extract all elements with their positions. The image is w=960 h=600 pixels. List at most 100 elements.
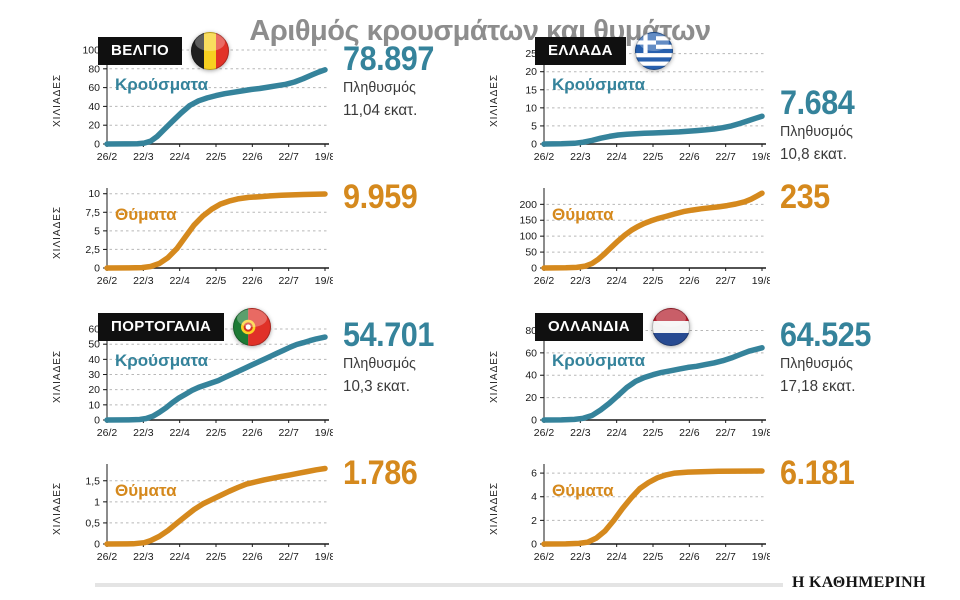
greece-deaths-row: 0 50 100 150 200 26/2 22/3 22/4 22/5 22/6 22/7 19/8… (489, 180, 926, 292)
x-tick-label: 22/3 (133, 151, 154, 163)
series-label: Θύματα (115, 481, 177, 500)
chart-canvas: 0 5 10 15 20 25 26/2 22/3 22/4 22/5 22/6 22/7 19/8 Κρ… (525, 48, 770, 163)
series-label: Κρούσματα (552, 351, 646, 370)
y-tick-label: 2,5 (85, 244, 100, 256)
y-tick-label: 0 (94, 139, 100, 151)
greece-flag-svg (634, 32, 673, 70)
x-tick-label: 22/4 (169, 275, 190, 287)
cases-total-block: 64.525 Πληθυσμός 17,18 εκατ. (780, 318, 926, 397)
deaths-total-block: 1.786 (343, 456, 489, 490)
y-tick-label: 40 (88, 354, 100, 366)
netherlands-deaths-row: ΧΙΛΙΑΔΕΣ 0 2 4 6 26/2 22/3 22/4 22/5 22/6 22/7 19/… (489, 456, 926, 568)
y-tick-label: 60 (88, 82, 100, 94)
cases-total-block: 7.684 Πληθυσμός 10,8 εκατ. (780, 86, 926, 165)
x-tick-label: 26/2 (97, 427, 118, 439)
x-tick-label: 22/3 (570, 151, 591, 163)
x-tick-label: 22/5 (643, 427, 664, 439)
belgium-flag-icon (191, 32, 230, 70)
x-tick-label: 26/2 (534, 551, 555, 563)
y-tick-label: 1 (94, 496, 100, 508)
portugal-flag-svg (233, 308, 272, 346)
chart-canvas: 0 2,5 5 7,5 10 26/2 22/3 22/4 22/5 22/6 22/7 19/8 Θύ… (85, 188, 333, 287)
x-tick-label: 22/7 (715, 151, 736, 163)
netherlands-flag-icon (651, 308, 690, 346)
series-label: Θύματα (552, 481, 614, 500)
cases-total-block: 78.897 Πληθυσμός 11,04 εκατ. (343, 42, 489, 121)
country-header: ΟΛΛΑΝΔΙΑ (535, 308, 690, 346)
x-tick-label: 22/6 (242, 551, 263, 563)
y-tick-label: 30 (88, 369, 100, 381)
netherlands-flag-svg (651, 308, 690, 346)
x-tick-label: 26/2 (534, 275, 555, 287)
population-label: Πληθυσμός (343, 355, 416, 372)
x-tick-label: 22/6 (679, 427, 700, 439)
x-tick-label: 19/8 (315, 151, 333, 163)
y-tick-label: 0 (531, 415, 537, 427)
x-tick-label: 22/5 (206, 427, 227, 439)
cases-total: 54.701 (343, 316, 434, 354)
chart-canvas: 0 0,5 1 1,5 26/2 22/3 22/4 22/5 22/6 22/7 19/8 Θύμα… (85, 464, 333, 563)
series-line (104, 67, 328, 147)
x-tick-label: 22/3 (133, 551, 154, 563)
y-tick-label: 60 (525, 347, 537, 359)
y-tick-label: 2 (531, 515, 537, 527)
country-label: ΠΟΡΤΟΓΑΛΙΑ (98, 313, 225, 341)
x-tick-label: 22/3 (570, 275, 591, 287)
country-label: ΒΕΛΓΙΟ (98, 37, 183, 65)
netherlands-cases-row: ΟΛΛΑΝΔΙΑ ΧΙΛΙΑΔΕΣ 0 20 40 60 80 26/2 22/3 22/4 2… (489, 308, 926, 446)
deaths-total-block: 235 (780, 180, 926, 214)
charts-grid: ΒΕΛΓΙΟ ΧΙΛΙΑΔΕΣ 0 20 40 60 80 100 26/2 22/3 22/4… (52, 32, 926, 568)
x-tick-label: 22/7 (715, 275, 736, 287)
y-tick-label: 80 (525, 325, 537, 337)
x-tick-label: 22/6 (242, 151, 263, 163)
series-line (541, 190, 765, 271)
x-tick-label: 22/6 (679, 275, 700, 287)
x-tick-label: 22/3 (570, 427, 591, 439)
series-line (541, 345, 765, 423)
panel-belgium: ΒΕΛΓΙΟ ΧΙΛΙΑΔΕΣ 0 20 40 60 80 100 26/2 22/3 22/4… (52, 32, 489, 292)
y-tick-label: 0 (94, 263, 100, 275)
x-tick-label: 22/5 (643, 151, 664, 163)
y-tick-label: 100 (519, 231, 537, 243)
x-tick-label: 22/5 (643, 275, 664, 287)
x-tick-label: 22/4 (606, 551, 627, 563)
chart-canvas: 0 20 40 60 80 26/2 22/3 22/4 22/5 22/6 22/7 19/8 Κρο… (525, 324, 770, 439)
series-label: Θύματα (552, 205, 614, 224)
deaths-total: 1.786 (343, 454, 418, 492)
x-tick-label: 22/5 (206, 275, 227, 287)
cases-total-block: 54.701 Πληθυσμός 10,3 εκατ. (343, 318, 489, 397)
y-tick-label: 4 (531, 491, 537, 503)
x-tick-label: 19/8 (315, 427, 333, 439)
chart-canvas: 0 10 20 30 40 50 60 26/2 22/3 22/4 22/5 22/6 22/7 19/… (88, 324, 333, 439)
y-tick-label: 15 (525, 84, 537, 96)
cases-total: 64.525 (780, 316, 871, 354)
population-value: 10,3 εκατ. (343, 377, 411, 395)
belgium-deaths-chart: 0 2,5 5 7,5 10 26/2 22/3 22/4 22/5 22/6 22/7 19/8 Θύ… (67, 180, 333, 292)
series-label: Κρούσματα (552, 75, 646, 94)
y-tick-label: 25 (525, 48, 537, 60)
y-tick-label: 50 (88, 339, 100, 351)
population-label: Πληθυσμός (780, 123, 853, 140)
y-tick-label: 10 (88, 399, 100, 411)
y-axis-unit-label: ΧΙΛΙΑΔΕΣ (489, 481, 500, 535)
y-tick-label: 6 (531, 468, 537, 480)
portugal-cases-row: ΠΟΡΤΟΓΑΛΙΑ ΧΙΛΙΑΔΕΣ 0 10 20 30 40 50 60 26/2 22/… (52, 308, 489, 446)
x-tick-label: 22/7 (278, 551, 299, 563)
x-tick-label: 22/4 (169, 151, 190, 163)
population-value: 11,04 εκατ. (343, 101, 418, 119)
population-label: Πληθυσμός (343, 79, 416, 96)
chart-canvas: 0 20 40 60 80 100 26/2 22/3 22/4 22/5 22/6 22/7 19/8… (82, 45, 333, 164)
x-tick-label: 22/6 (679, 151, 700, 163)
y-tick-label: 10 (525, 102, 537, 114)
series-line (104, 334, 328, 423)
y-tick-label: 20 (88, 384, 100, 396)
series-line (104, 191, 328, 271)
x-tick-label: 22/4 (606, 427, 627, 439)
x-tick-label: 26/2 (534, 427, 555, 439)
country-header: ΒΕΛΓΙΟ (98, 32, 230, 70)
series-label: Κρούσματα (115, 351, 209, 370)
y-tick-label: 1,5 (85, 475, 100, 487)
belgium-cases-chart: 0 20 40 60 80 100 26/2 22/3 22/4 22/5 22/6 22/7 19/8… (67, 40, 333, 170)
x-tick-label: 19/8 (315, 275, 333, 287)
belgium-deaths-row: ΧΙΛΙΑΔΕΣ 0 2,5 5 7,5 10 26/2 22/3 22/4 22/5 22/6 2… (52, 180, 489, 292)
